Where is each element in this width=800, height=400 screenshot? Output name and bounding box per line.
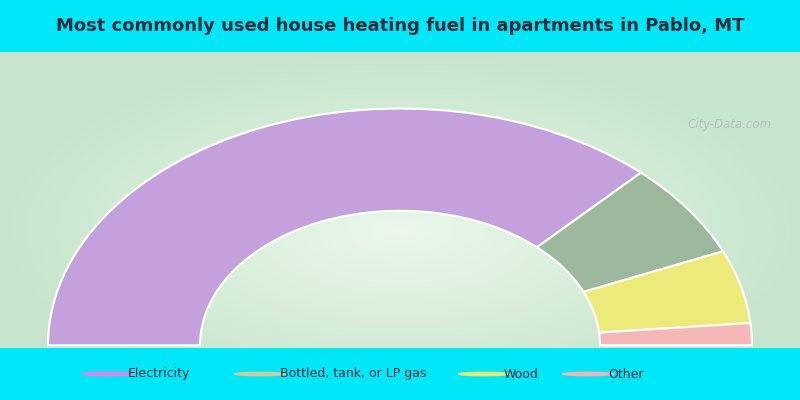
Text: Bottled, tank, or LP gas: Bottled, tank, or LP gas <box>280 368 426 380</box>
Wedge shape <box>599 323 752 345</box>
Circle shape <box>82 372 134 376</box>
Text: Other: Other <box>608 368 643 380</box>
Text: City-Data.com: City-Data.com <box>688 118 772 131</box>
Wedge shape <box>537 173 723 292</box>
Text: Most commonly used house heating fuel in apartments in Pablo, MT: Most commonly used house heating fuel in… <box>56 17 744 35</box>
Wedge shape <box>48 108 641 345</box>
Circle shape <box>562 372 614 376</box>
Wedge shape <box>583 251 750 333</box>
Circle shape <box>234 372 286 376</box>
Text: Electricity: Electricity <box>128 368 190 380</box>
Circle shape <box>458 372 510 376</box>
Text: Wood: Wood <box>504 368 539 380</box>
